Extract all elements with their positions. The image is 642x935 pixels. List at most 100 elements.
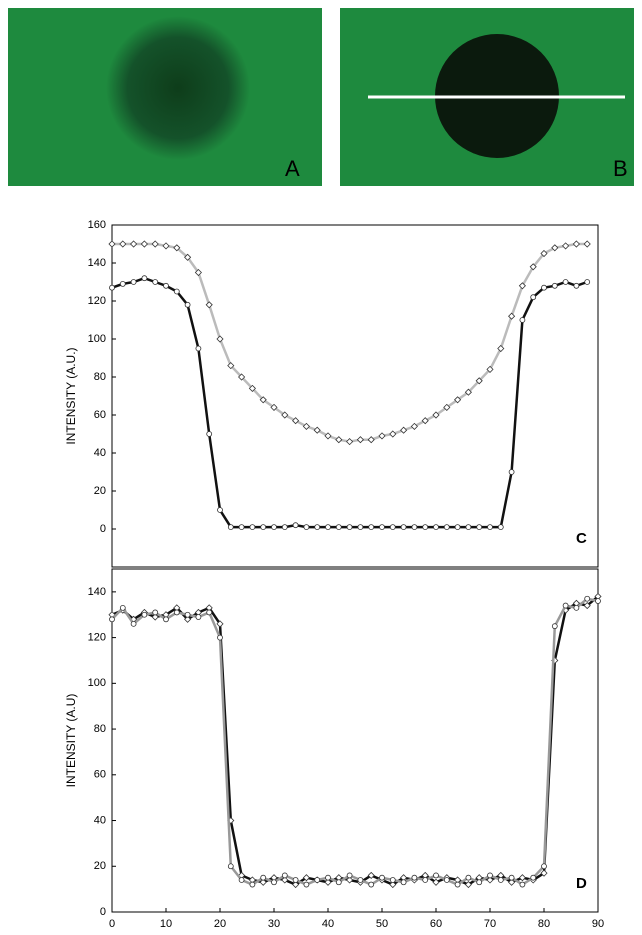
point	[464, 388, 472, 396]
point	[335, 436, 343, 444]
point	[346, 876, 354, 884]
point	[152, 279, 159, 285]
point	[411, 524, 418, 530]
x-tick-label: 50	[376, 918, 388, 930]
point	[173, 609, 180, 616]
x-tick-label: 80	[538, 918, 550, 930]
point	[259, 396, 267, 404]
point	[464, 880, 472, 889]
y-tick-label: 160	[88, 219, 106, 231]
point	[184, 615, 192, 623]
y-tick-label: 120	[88, 295, 106, 307]
series-line	[111, 595, 599, 886]
x-tick-label: 0	[109, 918, 115, 930]
series-line	[111, 276, 588, 529]
point	[518, 282, 526, 290]
point	[173, 244, 181, 252]
point	[497, 344, 505, 353]
y-tick-label: 140	[88, 586, 106, 598]
y-tick-label: 0	[100, 906, 106, 918]
point	[206, 609, 213, 616]
point	[302, 422, 310, 430]
point	[238, 373, 246, 381]
point	[583, 240, 591, 248]
y-tick-label: 120	[88, 632, 106, 644]
point	[432, 878, 440, 886]
point	[443, 524, 450, 530]
plot-frame	[111, 568, 599, 913]
point	[281, 524, 288, 530]
point	[422, 524, 429, 530]
point	[368, 881, 375, 888]
panel-label: D	[576, 875, 587, 892]
y-tick-label: 100	[88, 677, 106, 689]
point	[529, 263, 537, 271]
point	[346, 524, 353, 530]
point	[551, 282, 558, 289]
x-tick-label: 40	[322, 918, 334, 930]
point	[465, 524, 472, 530]
point	[195, 345, 202, 352]
y-axis-label: INTENSITY (A.U.)	[64, 347, 78, 444]
point	[109, 616, 115, 623]
point	[357, 524, 364, 530]
point	[119, 240, 127, 248]
point	[292, 522, 299, 529]
point	[140, 240, 148, 248]
point	[109, 284, 115, 291]
point	[497, 524, 504, 530]
point	[368, 524, 375, 530]
point	[141, 611, 148, 618]
point	[486, 365, 494, 373]
point	[572, 240, 580, 248]
panel-label: A	[285, 156, 300, 181]
point	[163, 282, 169, 289]
point	[346, 872, 353, 879]
point	[519, 881, 526, 888]
point	[162, 242, 170, 250]
point	[216, 335, 224, 343]
point	[433, 524, 439, 530]
point	[184, 611, 191, 618]
point	[367, 436, 375, 444]
y-tick-label: 20	[94, 860, 106, 872]
x-tick-label: 10	[160, 918, 172, 930]
point	[335, 524, 342, 530]
y-tick-label: 80	[94, 723, 106, 735]
point	[454, 524, 461, 530]
point	[292, 880, 300, 889]
point	[443, 403, 451, 411]
point	[249, 524, 256, 530]
point	[173, 288, 180, 295]
spot-a	[106, 16, 250, 160]
point	[325, 874, 331, 881]
point	[400, 879, 407, 886]
point	[119, 604, 126, 611]
point	[152, 609, 159, 616]
point	[433, 872, 439, 879]
point	[584, 595, 591, 602]
point	[410, 422, 418, 430]
point	[281, 876, 289, 884]
point	[540, 869, 548, 877]
point	[217, 507, 223, 513]
point	[422, 877, 429, 883]
point	[108, 240, 116, 248]
point	[303, 524, 310, 530]
point	[313, 426, 321, 434]
point	[248, 384, 256, 392]
point	[573, 604, 580, 611]
point	[508, 874, 515, 881]
point	[595, 598, 601, 604]
series-line	[111, 597, 599, 887]
point	[562, 242, 570, 250]
point	[227, 524, 234, 530]
point	[130, 620, 137, 627]
point	[389, 877, 396, 883]
point	[281, 411, 289, 419]
point	[508, 878, 516, 886]
point	[335, 879, 342, 886]
point	[389, 524, 396, 530]
point	[227, 863, 234, 870]
